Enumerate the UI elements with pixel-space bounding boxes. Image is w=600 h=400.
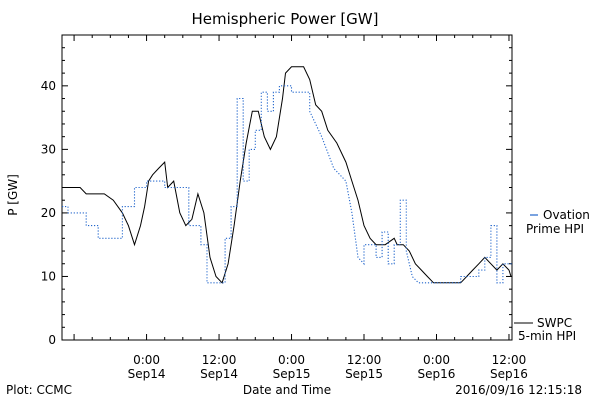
- x-tick-label-date: Sep15: [273, 367, 311, 381]
- x-tick-label-date: Sep16: [418, 367, 456, 381]
- y-tick-label: 20: [41, 206, 56, 220]
- y-tick-label: 40: [41, 79, 56, 93]
- y-axis-label: P [GW]: [6, 174, 20, 216]
- plot-frame: [61, 34, 513, 341]
- x-tick-label-time: 0:00: [133, 353, 160, 367]
- x-axis-label: Date and Time: [243, 383, 331, 397]
- series-line-ovation: [62, 85, 512, 284]
- x-tick-label-time: 0:00: [423, 353, 450, 367]
- x-tick-label-date: Sep14: [128, 367, 166, 381]
- legend-swpc-line2: 5-min HPI: [518, 329, 576, 343]
- x-tick-label-time: 0:00: [278, 353, 305, 367]
- plot-area: 0102030400:00Sep1412:00Sep140:00Sep1512:…: [41, 34, 528, 381]
- legend-swpc-line1: SWPC: [537, 316, 572, 330]
- x-tick-label-time: 12:00: [202, 353, 237, 367]
- legend-ovation-line1: Ovation: [543, 208, 590, 222]
- legend-ovation-line2: Prime HPI: [526, 222, 584, 236]
- y-tick-label: 30: [41, 142, 56, 156]
- y-tick-label: 10: [41, 269, 56, 283]
- x-tick-label-time: 12:00: [492, 353, 527, 367]
- y-tick-label: 0: [48, 333, 56, 347]
- series-line-swpc: [62, 66, 512, 284]
- chart-title: Hemispheric Power [GW]: [192, 10, 379, 28]
- x-tick-label-date: Sep14: [200, 367, 238, 381]
- plot-credit: Plot: CCMC: [6, 383, 72, 397]
- x-tick-label-time: 12:00: [347, 353, 382, 367]
- x-tick-label-date: Sep15: [345, 367, 383, 381]
- plot-timestamp: 2016/09/16 12:15:18: [455, 383, 582, 397]
- x-tick-label-date: Sep16: [490, 367, 528, 381]
